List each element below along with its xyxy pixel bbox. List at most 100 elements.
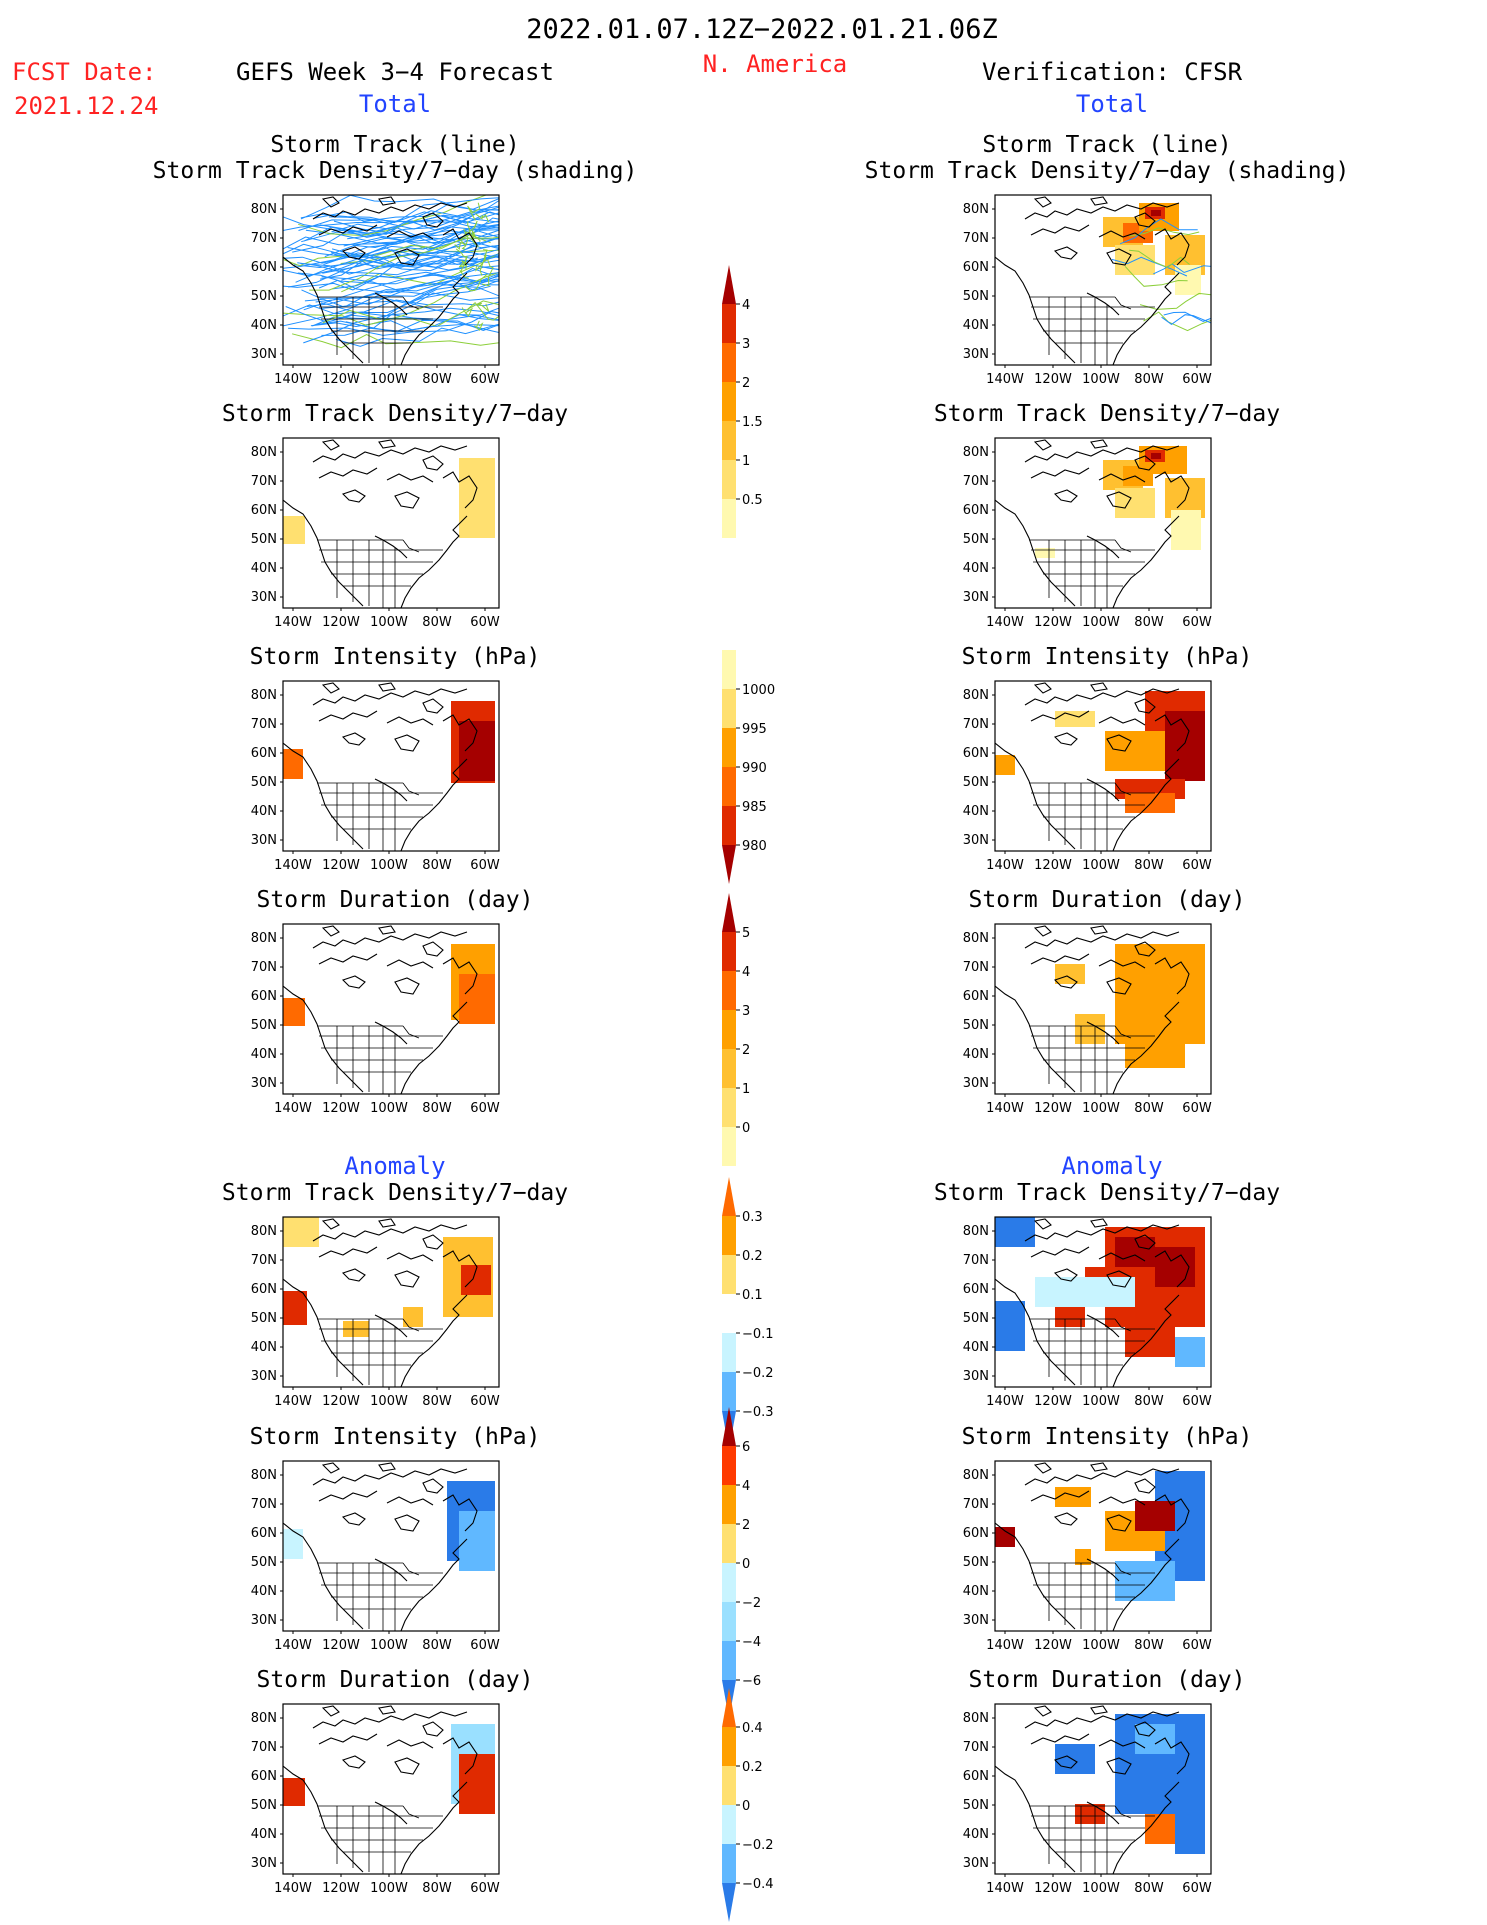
panel-title: Storm Intensity (hPa) xyxy=(250,644,541,670)
coastline xyxy=(312,1224,468,1242)
coastline xyxy=(374,535,408,559)
shaded-cell xyxy=(283,1529,303,1559)
map-panel-left-track: 80N 70N 60N 50N 40N 30N 140W 120W 100W 80W 60W xyxy=(251,194,500,387)
lon-tick-label: 80W xyxy=(422,1394,452,1409)
coastline xyxy=(318,953,378,965)
panel-title: Storm Track (line) xyxy=(270,132,519,158)
lon-tick-label: 80W xyxy=(1134,1881,1164,1896)
coastline xyxy=(442,471,478,509)
coastline xyxy=(1053,732,1078,746)
map-frame xyxy=(994,1460,1212,1632)
colorbar-label: 0 xyxy=(742,1557,750,1572)
map-panel-left-intensity-anom: 80N 70N 60N 50N 40N 30N 140W 120W 100W 80W 60W xyxy=(251,1460,500,1653)
panel-title: Storm Duration (day) xyxy=(257,887,534,913)
coastline xyxy=(1106,1270,1132,1288)
map-frame xyxy=(994,194,1212,366)
colorbar-label: 0.2 xyxy=(742,1249,763,1264)
colorbar-label: 0.2 xyxy=(742,1760,763,1775)
storm-track-line xyxy=(1111,256,1188,277)
map-panel-right-duration: 80N 70N 60N 50N 40N 30N 140W 120W 100W 80W 60W xyxy=(963,923,1212,1116)
lon-tick-label: 60W xyxy=(470,1394,500,1409)
colorbar-extend-top xyxy=(722,1688,736,1727)
shaded-cell xyxy=(1075,1549,1091,1565)
coastline xyxy=(318,1733,378,1745)
colorbar-segment xyxy=(722,460,736,499)
state-border xyxy=(402,1318,420,1332)
lat-tick-label: 80N xyxy=(963,931,989,946)
state-border xyxy=(402,782,420,796)
panel-title: Storm Intensity (hPa) xyxy=(962,1424,1253,1450)
lon-tick-label: 100W xyxy=(370,372,408,387)
coastline xyxy=(386,959,434,969)
state-border xyxy=(1114,539,1132,553)
coastline xyxy=(1134,212,1156,228)
lat-tick-label: 30N xyxy=(963,347,989,362)
coastline xyxy=(1106,1757,1132,1775)
lon-tick-label: 120W xyxy=(1034,372,1072,387)
map-frame xyxy=(282,680,500,852)
lat-tick-label: 80N xyxy=(251,1711,277,1726)
coastline xyxy=(283,1522,364,1630)
storm-track-line xyxy=(335,323,499,347)
colorbar-label: −6 xyxy=(742,1674,761,1689)
coastline xyxy=(1086,1801,1120,1825)
lat-tick-label: 80N xyxy=(251,445,277,460)
map-panels: 80N 70N 60N 50N 40N 30N 140W 120W 100W 80W 60W Stor… xyxy=(153,132,1350,1896)
shaded-cell xyxy=(1175,265,1201,295)
map-panel-left-intensity: 80N 70N 60N 50N 40N 30N 140W 120W 100W 80W 60W xyxy=(251,680,500,873)
coastline xyxy=(1030,1733,1090,1745)
lon-tick-label: 80W xyxy=(1134,372,1164,387)
colorbar-segment xyxy=(722,343,736,382)
coastline xyxy=(1086,1021,1120,1045)
coastline xyxy=(321,1462,340,1474)
lon-tick-label: 120W xyxy=(1034,1101,1072,1116)
storm-track-line xyxy=(298,195,488,237)
lon-tick-label: 140W xyxy=(986,1101,1024,1116)
colorbar-segment xyxy=(722,382,736,421)
lon-tick-label: 80W xyxy=(422,372,452,387)
coastline xyxy=(374,1801,408,1825)
lat-tick-label: 50N xyxy=(963,1555,989,1570)
lat-tick-label: 80N xyxy=(963,445,989,460)
shaded-cell xyxy=(1055,964,1085,984)
storm-track-line xyxy=(315,282,499,305)
coastline xyxy=(442,228,478,266)
storm-track-line xyxy=(455,248,468,262)
panel-title: Storm Duration (day) xyxy=(257,1667,534,1693)
lat-tick-label: 50N xyxy=(251,775,277,790)
lat-tick-label: 50N xyxy=(251,289,277,304)
colorbar-segment xyxy=(722,421,736,460)
storm-track-line xyxy=(1139,292,1211,310)
coastline xyxy=(394,491,420,509)
coastline xyxy=(386,1739,434,1749)
colorbar-segment xyxy=(722,1766,736,1805)
coastline xyxy=(378,925,396,935)
lat-tick-label: 40N xyxy=(251,804,277,819)
coastline xyxy=(374,1314,408,1338)
lat-tick-label: 60N xyxy=(251,1769,277,1784)
shaded-cell xyxy=(283,516,305,544)
colorbar-label: 4 xyxy=(742,965,750,980)
shaded-cell xyxy=(459,974,495,1024)
lat-tick-label: 50N xyxy=(963,532,989,547)
lat-tick-label: 70N xyxy=(251,474,277,489)
colorbar-label: 980 xyxy=(742,839,767,854)
colorbar-label: 4 xyxy=(742,1479,750,1494)
map-frame xyxy=(994,923,1212,1095)
coastline xyxy=(386,1252,434,1262)
shaded-cell xyxy=(1175,1501,1205,1581)
lon-tick-label: 100W xyxy=(370,1881,408,1896)
lon-tick-label: 140W xyxy=(274,1638,312,1653)
lon-tick-label: 80W xyxy=(422,1881,452,1896)
map-panel-left-density-anom: 80N 70N 60N 50N 40N 30N 140W 120W 100W 80W 60W xyxy=(251,1216,500,1409)
lat-tick-label: 60N xyxy=(251,260,277,275)
shaded-cell xyxy=(1055,711,1095,727)
lat-tick-label: 50N xyxy=(251,532,277,547)
coastline xyxy=(1024,445,1180,463)
storm-track-line xyxy=(467,202,481,221)
colorbar-label: −0.2 xyxy=(742,1366,774,1381)
coastline xyxy=(1086,1314,1120,1338)
shaded-cell xyxy=(283,1778,305,1806)
colorbar-label: 3 xyxy=(742,337,750,352)
shaded-cell xyxy=(459,458,495,538)
